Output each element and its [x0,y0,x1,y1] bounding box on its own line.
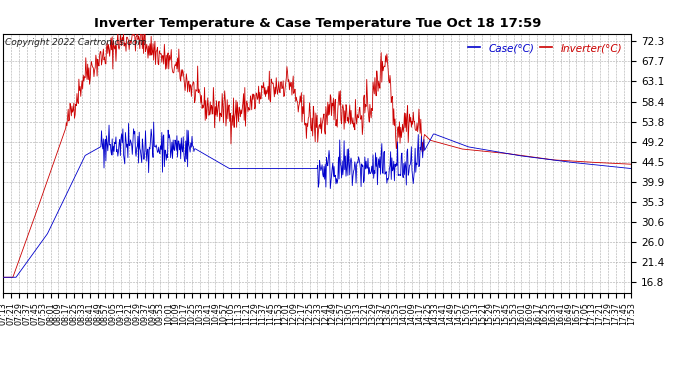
Legend: Case(°C), Inverter(°C): Case(°C), Inverter(°C) [464,39,626,57]
Text: Inverter Temperature & Case Temperature Tue Oct 18 17:59: Inverter Temperature & Case Temperature … [94,17,541,30]
Text: Copyright 2022 Cartronics.com: Copyright 2022 Cartronics.com [5,38,146,46]
